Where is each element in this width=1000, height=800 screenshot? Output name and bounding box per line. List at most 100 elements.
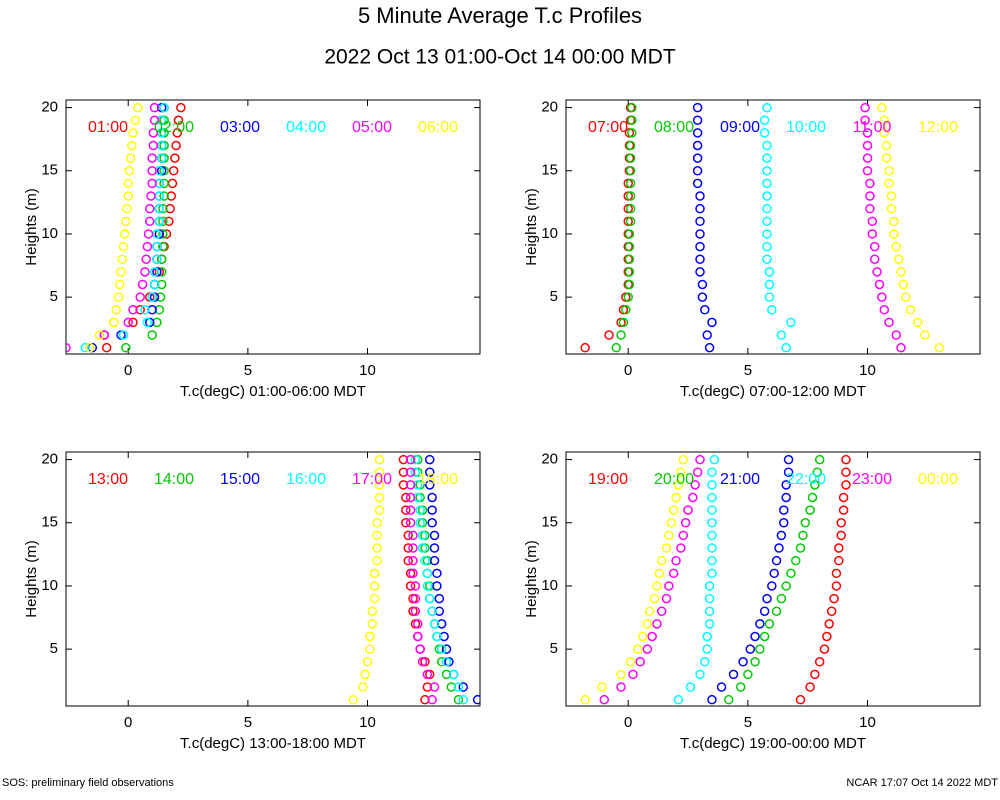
point bbox=[920, 330, 930, 340]
point bbox=[884, 317, 894, 328]
point bbox=[166, 191, 177, 201]
point bbox=[886, 191, 897, 201]
point bbox=[125, 153, 136, 163]
point bbox=[680, 518, 691, 528]
plot-area bbox=[580, 102, 945, 353]
point bbox=[879, 128, 890, 138]
point bbox=[841, 467, 851, 477]
point bbox=[769, 568, 779, 579]
point bbox=[867, 229, 878, 239]
point bbox=[152, 317, 162, 328]
point bbox=[441, 669, 452, 680]
point bbox=[424, 480, 435, 490]
point bbox=[764, 619, 775, 629]
x-axis-label: T.c(degC) 13:00-18:00 MDT bbox=[180, 735, 366, 752]
legend-label: 17:00 bbox=[352, 471, 392, 488]
point bbox=[764, 292, 775, 302]
point bbox=[829, 593, 839, 604]
point bbox=[735, 682, 746, 692]
point bbox=[147, 292, 157, 302]
point bbox=[369, 568, 380, 579]
point bbox=[781, 480, 791, 490]
point bbox=[171, 140, 181, 151]
point bbox=[790, 555, 801, 566]
point bbox=[115, 279, 125, 290]
y-tick-label: 20 bbox=[541, 99, 558, 116]
point bbox=[836, 518, 846, 528]
point bbox=[678, 530, 689, 541]
point bbox=[704, 342, 715, 353]
y-tick-label: 10 bbox=[41, 577, 58, 594]
point bbox=[625, 140, 636, 151]
point bbox=[728, 669, 739, 680]
point bbox=[709, 454, 720, 465]
point bbox=[436, 657, 447, 667]
x-tick-label: 5 bbox=[244, 714, 252, 731]
point bbox=[66, 342, 71, 353]
y-axis-label: Heights (m) bbox=[23, 188, 40, 266]
point bbox=[623, 292, 633, 302]
point bbox=[624, 254, 635, 264]
point bbox=[410, 467, 421, 477]
point bbox=[604, 330, 614, 340]
point bbox=[824, 619, 834, 629]
point bbox=[877, 292, 887, 302]
legend-label: 13:00 bbox=[88, 471, 128, 488]
point bbox=[367, 606, 378, 616]
point bbox=[415, 518, 425, 528]
point bbox=[94, 330, 105, 340]
point bbox=[147, 330, 157, 340]
point bbox=[441, 657, 452, 667]
legend-label: 08:00 bbox=[654, 119, 694, 136]
point bbox=[889, 229, 899, 239]
y-axis-label: Heights (m) bbox=[23, 540, 40, 618]
point bbox=[429, 682, 440, 692]
point bbox=[695, 267, 705, 277]
point bbox=[410, 593, 421, 604]
y-tick-label: 5 bbox=[550, 640, 558, 657]
point bbox=[472, 694, 480, 705]
point bbox=[401, 505, 411, 515]
point bbox=[123, 178, 133, 189]
point bbox=[624, 267, 635, 277]
point bbox=[401, 492, 411, 503]
point bbox=[627, 102, 637, 113]
x-axis-label: T.c(degC) 01:00-06:00 MDT bbox=[180, 383, 366, 400]
legend-label: 16:00 bbox=[286, 471, 326, 488]
point bbox=[625, 191, 636, 201]
point bbox=[695, 454, 705, 465]
point bbox=[405, 492, 416, 503]
point bbox=[398, 480, 409, 490]
point bbox=[415, 644, 425, 654]
point bbox=[661, 593, 672, 604]
x-tick-label: 0 bbox=[624, 714, 632, 731]
point bbox=[398, 467, 409, 477]
point bbox=[365, 631, 375, 642]
point bbox=[707, 530, 717, 541]
point bbox=[119, 229, 130, 239]
point bbox=[645, 606, 655, 616]
point bbox=[403, 543, 413, 553]
point bbox=[149, 279, 160, 290]
point bbox=[422, 669, 433, 680]
y-tick-label: 20 bbox=[41, 99, 58, 116]
point bbox=[580, 342, 590, 353]
point bbox=[599, 694, 610, 705]
legend-label: 07:00 bbox=[588, 119, 628, 136]
x-tick-label: 0 bbox=[124, 362, 132, 379]
point bbox=[673, 480, 684, 490]
point bbox=[161, 229, 172, 239]
point bbox=[625, 166, 636, 176]
point bbox=[695, 216, 705, 227]
point bbox=[779, 505, 789, 515]
legend-label: 10:00 bbox=[786, 119, 826, 136]
plot-area bbox=[580, 454, 851, 705]
point bbox=[884, 166, 894, 176]
point bbox=[635, 657, 645, 667]
point bbox=[424, 467, 435, 477]
point bbox=[405, 480, 416, 490]
plot-frame bbox=[565, 99, 981, 355]
point bbox=[156, 115, 167, 125]
point bbox=[862, 166, 873, 176]
point bbox=[405, 581, 416, 591]
